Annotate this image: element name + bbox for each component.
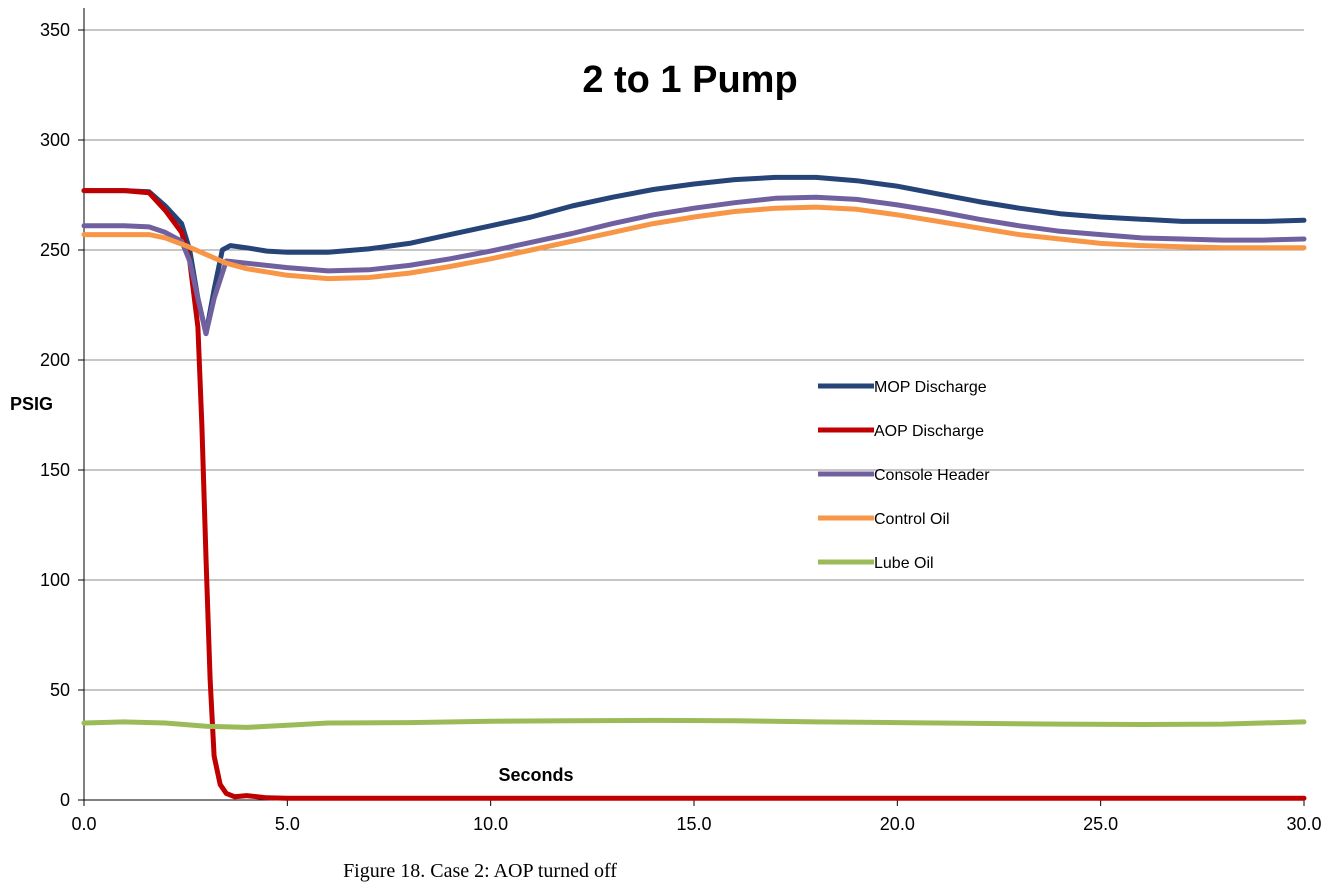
chart-title: 2 to 1 Pump (582, 59, 797, 101)
series-line-aop-discharge (81, 188, 1307, 801)
y-tick-label: 350 (40, 20, 70, 40)
figure-caption: Figure 18. Case 2: AOP turned off (343, 860, 617, 882)
x-axis-label: Seconds (498, 765, 573, 785)
legend-label-aop-discharge: AOP Discharge (874, 423, 984, 440)
y-tick-label: 100 (40, 570, 70, 590)
legend: MOP Discharge AOP Discharge Console Header… (818, 379, 990, 572)
x-tick-label: 5.0 (275, 814, 300, 834)
legend-label-console-header: Console Header (874, 467, 990, 484)
x-tick-label: 25.0 (1083, 814, 1118, 834)
y-tick-label: 300 (40, 130, 70, 150)
series-line-control-oil (81, 204, 1307, 282)
y-tick-label: 50 (50, 680, 70, 700)
series-line-mop-discharge (81, 174, 1307, 337)
axes (83, 8, 1304, 801)
legend-label-lube-oil: Lube Oil (874, 555, 934, 572)
y-tick-labels: 0 50 100 150 200 250 300 350 (40, 20, 84, 810)
y-axis-label: PSIG (10, 394, 53, 414)
series-lines (81, 174, 1307, 801)
gridlines (84, 29, 1304, 691)
x-tick-label: 20.0 (880, 814, 915, 834)
legend-label-control-oil: Control Oil (874, 511, 950, 528)
series-line-console-header (81, 194, 1307, 337)
y-tick-label: 150 (40, 460, 70, 480)
x-tick-label: 0.0 (71, 814, 96, 834)
series-line-lube-oil (81, 717, 1307, 730)
y-tick-label: 250 (40, 240, 70, 260)
legend-label-mop-discharge: MOP Discharge (874, 379, 987, 396)
x-tick-labels: 0.0 5.0 10.0 15.0 20.0 25.0 30.0 (71, 800, 1322, 834)
x-tick-label: 15.0 (676, 814, 711, 834)
x-tick-label: 10.0 (473, 814, 508, 834)
x-tick-label: 30.0 (1286, 814, 1321, 834)
y-tick-label: 0 (60, 790, 70, 810)
y-tick-label: 200 (40, 350, 70, 370)
